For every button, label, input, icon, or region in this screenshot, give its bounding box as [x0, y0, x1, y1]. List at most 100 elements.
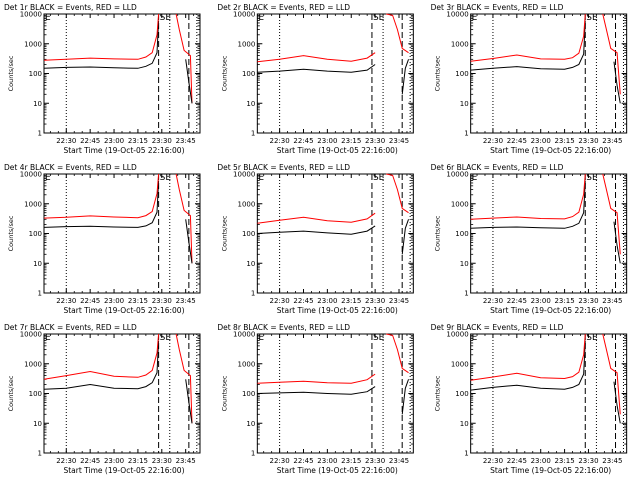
- y-tick-label: 10: [460, 260, 469, 268]
- plot-panel-7: Det 7r BLACK = Events, RED = LLD 1 10 100 10…: [4, 323, 201, 475]
- y-tick-label: 10: [33, 260, 42, 268]
- plot-panel-4: Det 4r BLACK = Events, RED = LLD 1 10 100 10…: [4, 163, 201, 315]
- x-tick-label: 23:45: [389, 297, 409, 305]
- lld-recovery-line: [386, 13, 409, 54]
- y-tick-label: 10000: [20, 331, 42, 339]
- x-tick-label: 23:45: [389, 457, 409, 465]
- flag-e-label: E: [45, 173, 51, 183]
- flag-e-label: E: [472, 13, 478, 23]
- plot-panel-8: Det 8r BLACK = Events, RED = LLD 1 10 100 10…: [217, 323, 414, 475]
- flag-se-label: SE: [586, 13, 598, 23]
- flag-se-label: SE: [160, 173, 172, 183]
- x-tick-label: 23:30: [152, 457, 172, 465]
- y-axis-label: Counts/sec: [434, 215, 442, 251]
- events-line: [43, 180, 160, 228]
- lld-line: [257, 52, 376, 63]
- x-tick-label: 23:45: [389, 137, 409, 145]
- x-axis-label: Start Time (19-Oct-05 22:16:00): [277, 146, 398, 155]
- y-tick-label: 10: [246, 100, 255, 108]
- plot-title: Det 3r BLACK = Events, RED = LLD: [431, 3, 564, 12]
- y-tick-label: 10000: [233, 171, 255, 179]
- lld-line: [43, 13, 160, 61]
- events-recovery-line: [185, 379, 193, 424]
- y-axis-label: Counts/sec: [7, 55, 15, 91]
- x-axis-label: Start Time (19-Oct-05 22:16:00): [277, 466, 398, 475]
- y-tick-label: 10000: [446, 171, 468, 179]
- events-line: [470, 20, 586, 71]
- x-tick-label: 22:30: [483, 137, 503, 145]
- x-tick-label: 22:30: [270, 137, 290, 145]
- y-tick-label: 1000: [24, 200, 42, 208]
- y-tick-label: 1: [464, 290, 468, 298]
- events-line: [257, 64, 376, 73]
- plot-panel-5: Det 5r BLACK = Events, RED = LLD 1 10 100 10…: [217, 163, 414, 315]
- y-tick-label: 1000: [24, 40, 42, 48]
- plot-title: Det 8r BLACK = Events, RED = LLD: [217, 323, 350, 332]
- events-line: [257, 225, 376, 235]
- plot-frame: [43, 173, 201, 294]
- x-tick-label: 23:15: [341, 137, 361, 145]
- y-tick-label: 1: [38, 290, 42, 298]
- y-tick-label: 100: [29, 230, 42, 238]
- x-axis-label: Start Time (19-Oct-05 22:16:00): [490, 466, 611, 475]
- y-tick-label: 1000: [451, 40, 469, 48]
- x-tick-label: 23:15: [128, 137, 148, 145]
- x-tick-label: 23:30: [578, 297, 598, 305]
- lld-line: [43, 173, 160, 219]
- x-tick-label: 22:45: [80, 297, 100, 305]
- lld-recovery-line: [602, 333, 621, 415]
- y-axis-label: Counts/sec: [7, 215, 15, 251]
- x-tick-label: 23:15: [128, 457, 148, 465]
- y-tick-label: 100: [242, 70, 255, 78]
- x-axis-label: Start Time (19-Oct-05 22:16:00): [63, 146, 184, 155]
- x-tick-label: 23:45: [176, 137, 196, 145]
- x-axis-label: Start Time (19-Oct-05 22:16:00): [490, 146, 611, 155]
- events-recovery-line: [185, 219, 193, 264]
- plot-title: Det 4r BLACK = Events, RED = LLD: [4, 163, 137, 172]
- y-axis-label: Counts/sec: [434, 375, 442, 411]
- x-tick-label: 22:30: [56, 137, 76, 145]
- events-recovery-line: [613, 381, 621, 424]
- x-axis-label: Start Time (19-Oct-05 22:16:00): [63, 306, 184, 315]
- y-tick-label: 10000: [446, 11, 468, 19]
- flag-se-label: SE: [160, 333, 172, 343]
- events-recovery-line: [613, 61, 621, 104]
- lld-line: [257, 212, 376, 224]
- flag-e-label: E: [45, 13, 51, 23]
- x-tick-label: 22:45: [507, 457, 527, 465]
- plot-frame: [470, 13, 628, 134]
- plot-panel-2: Det 2r BLACK = Events, RED = LLD 1 10 100 10…: [217, 3, 414, 155]
- y-tick-label: 10000: [20, 171, 42, 179]
- events-line: [257, 386, 376, 395]
- plot-title: Det 7r BLACK = Events, RED = LLD: [4, 323, 137, 332]
- x-tick-label: 22:45: [507, 297, 527, 305]
- flag-se-label: SE: [586, 333, 598, 343]
- lld-line: [257, 373, 376, 384]
- x-tick-label: 23:15: [341, 297, 361, 305]
- y-tick-label: 10: [33, 420, 42, 428]
- flag-se-label: SE: [586, 173, 598, 183]
- y-tick-label: 1: [464, 130, 468, 138]
- y-tick-label: 10: [460, 420, 469, 428]
- x-tick-label: 23:00: [317, 137, 337, 145]
- plot-panel-3: Det 3r BLACK = Events, RED = LLD 1 10 100 10…: [431, 3, 628, 155]
- lld-recovery-line: [175, 13, 193, 104]
- x-tick-label: 22:45: [507, 137, 527, 145]
- flag-se-label: SE: [373, 173, 385, 183]
- x-tick-label: 23:30: [578, 137, 598, 145]
- x-tick-label: 23:00: [531, 297, 551, 305]
- y-tick-label: 100: [242, 230, 255, 238]
- x-tick-label: 23:00: [104, 297, 124, 305]
- events-line: [470, 340, 586, 391]
- x-tick-label: 23:30: [365, 297, 385, 305]
- lld-line: [470, 333, 586, 381]
- y-tick-label: 10000: [446, 331, 468, 339]
- x-tick-label: 23:00: [104, 137, 124, 145]
- y-tick-label: 1000: [451, 200, 469, 208]
- events-line: [470, 180, 586, 229]
- events-recovery-line: [401, 379, 410, 415]
- y-tick-label: 10000: [233, 11, 255, 19]
- flag-se-label: SE: [373, 333, 385, 343]
- lld-line: [470, 173, 586, 220]
- x-tick-label: 22:30: [56, 457, 76, 465]
